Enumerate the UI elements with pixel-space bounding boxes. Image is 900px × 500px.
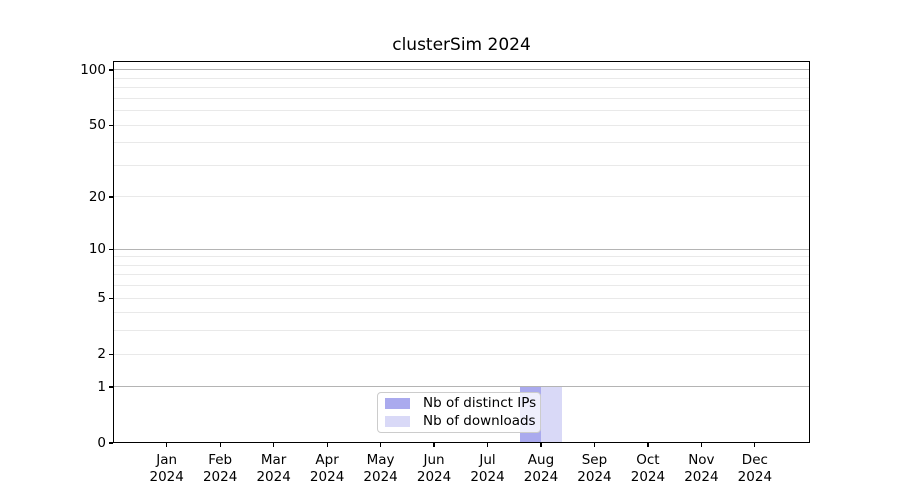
x-tick-mark xyxy=(540,443,542,447)
y-gridline-minor xyxy=(113,164,810,166)
y-gridline-major xyxy=(113,69,810,71)
y-gridline-minor xyxy=(113,312,810,314)
y-gridline-minor xyxy=(113,285,810,287)
chart-title: clusterSim 2024 xyxy=(392,35,531,55)
legend-swatch-distinct-ips-icon xyxy=(385,398,410,409)
legend-label-distinct-ips: Nb of distinct IPs xyxy=(423,395,537,411)
x-tick-label: Nov 2024 xyxy=(684,452,719,485)
x-tick-mark xyxy=(486,443,489,447)
legend-label-downloads: Nb of downloads xyxy=(423,413,536,429)
y-gridline-minor xyxy=(113,264,810,266)
x-tick-label: Sep 2024 xyxy=(577,452,612,485)
y-gridline-minor xyxy=(113,274,810,276)
y-gridline-minor xyxy=(113,256,810,258)
x-tick-mark xyxy=(166,443,168,447)
y-gridline-major xyxy=(113,248,810,250)
y-gridline-minor xyxy=(113,110,810,112)
y-gridline-minor xyxy=(113,353,810,355)
x-tick-mark xyxy=(754,443,756,447)
x-tick-label: Apr 2024 xyxy=(309,452,345,485)
y-gridline-minor xyxy=(113,196,810,198)
y-gridline-minor xyxy=(113,87,810,89)
x-tick-label: Jun 2024 xyxy=(416,452,452,485)
y-tick-mark xyxy=(109,124,113,126)
y-tick-mark xyxy=(109,69,113,71)
x-tick-label: Oct 2024 xyxy=(630,452,666,485)
y-tick-mark xyxy=(109,297,113,299)
x-tick-mark xyxy=(433,443,435,447)
x-tick-mark xyxy=(326,443,328,447)
y-tick-label: 1 xyxy=(97,378,106,395)
y-tick-label: 0 xyxy=(97,435,106,451)
y-tick-mark xyxy=(109,248,113,250)
y-tick-label: 100 xyxy=(80,61,106,78)
y-tick-label: 2 xyxy=(97,346,106,363)
x-tick-label: May 2024 xyxy=(363,452,398,485)
x-tick-label: Mar 2024 xyxy=(256,452,291,485)
axes-frame xyxy=(113,61,810,443)
y-gridline-minor xyxy=(113,297,810,299)
y-gridline-minor xyxy=(113,97,810,99)
y-tick-mark xyxy=(109,442,113,444)
y-gridline-minor xyxy=(113,124,810,126)
y-tick-mark xyxy=(109,386,113,388)
x-tick-mark xyxy=(647,443,649,447)
x-tick-mark xyxy=(700,443,702,447)
x-tick-mark xyxy=(593,443,596,447)
x-tick-label: Feb 2024 xyxy=(202,452,238,485)
y-gridline-minor xyxy=(113,77,810,79)
y-tick-label: 20 xyxy=(88,188,106,205)
x-tick-mark xyxy=(379,443,382,447)
x-tick-label: Dec 2024 xyxy=(737,452,773,485)
y-tick-mark xyxy=(109,353,113,355)
x-tick-label: Jan 2024 xyxy=(149,452,184,485)
x-tick-mark xyxy=(273,443,275,447)
x-tick-label: Aug 2024 xyxy=(523,452,559,485)
y-tick-mark xyxy=(109,196,113,198)
legend-swatch-downloads-icon xyxy=(385,416,410,427)
y-gridline-minor xyxy=(113,330,810,332)
x-tick-label: Jul 2024 xyxy=(470,452,505,485)
legend-item-distinct-ips: Nb of distinct IPs xyxy=(385,395,537,411)
bar-downloads xyxy=(540,386,562,443)
x-tick-mark xyxy=(219,443,221,447)
legend: Nb of distinct IPs Nb of downloads xyxy=(377,392,541,433)
y-tick-label: 5 xyxy=(97,290,106,307)
y-gridline-major xyxy=(113,386,810,388)
y-tick-label: 50 xyxy=(88,117,106,134)
y-gridline-minor xyxy=(113,142,810,144)
legend-item-downloads: Nb of downloads xyxy=(385,413,536,429)
y-tick-label: 10 xyxy=(88,241,106,258)
